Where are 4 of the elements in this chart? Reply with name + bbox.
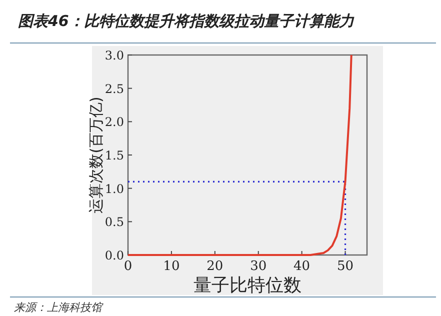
ylabel: 运算次数(百万亿)	[87, 96, 105, 214]
title: 图表46：比特位数提升将指数级拉动量子计算能力	[18, 12, 354, 30]
xlabel: 量子比特位数	[194, 275, 302, 296]
annotation: 来源：上海科技馆	[14, 301, 102, 314]
